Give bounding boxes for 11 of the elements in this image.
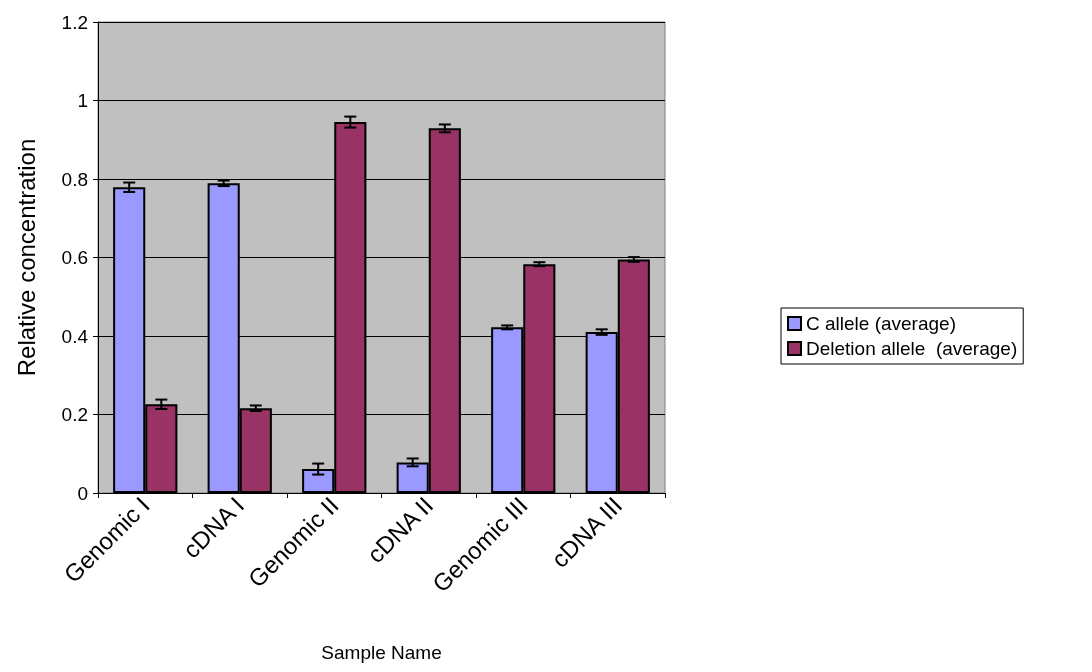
x-axis-title: Sample Name bbox=[321, 642, 442, 663]
legend-label: C allele (average) bbox=[806, 313, 956, 334]
y-tick-label: 0.4 bbox=[61, 325, 89, 347]
y-tick-label: 0.2 bbox=[61, 404, 88, 425]
y-tick-label: 0 bbox=[77, 482, 88, 504]
y-axis-title: Relative concentration bbox=[12, 138, 40, 377]
legend-label: Deletion allele (average) bbox=[806, 338, 1018, 359]
y-tick-label: 0.8 bbox=[61, 168, 88, 190]
y-tick-label: 1 bbox=[77, 90, 88, 111]
y-tick-label: 1.2 bbox=[61, 11, 88, 33]
y-tick-label: 0.6 bbox=[61, 247, 88, 268]
